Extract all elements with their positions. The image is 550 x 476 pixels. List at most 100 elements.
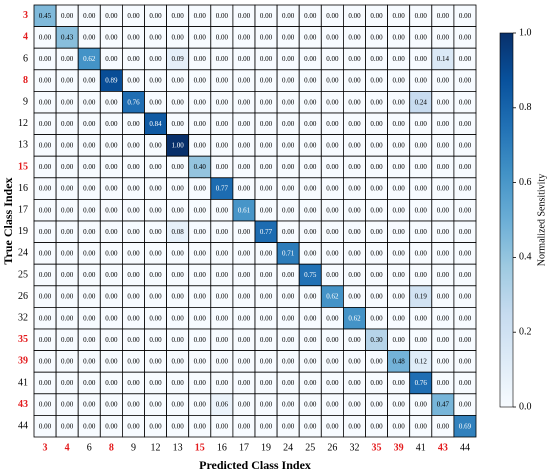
cell-label: 0.00	[172, 293, 185, 301]
cell-label: 0.00	[260, 250, 273, 258]
cell-label: 0.40	[194, 163, 207, 171]
cell-label: 0.00	[172, 120, 185, 128]
cell-label: 0.00	[39, 358, 52, 366]
cell-label: 0.00	[149, 77, 162, 85]
cell-label: 0.77	[216, 185, 229, 193]
cell-label: 0.00	[172, 77, 185, 85]
cell-label: 0.00	[304, 401, 317, 409]
cell-label: 0.00	[393, 120, 406, 128]
y-tick-label: 39	[18, 356, 28, 367]
cell-label: 0.00	[370, 142, 383, 150]
cell-label: 0.00	[370, 358, 383, 366]
cell-label: 0.00	[415, 206, 428, 214]
cell-label: 0.00	[61, 142, 74, 150]
cell-label: 0.00	[39, 379, 52, 387]
cell-label: 0.00	[105, 163, 118, 171]
cell-label: 0.00	[127, 163, 140, 171]
cell-label: 0.00	[39, 314, 52, 322]
cell-label: 0.00	[304, 358, 317, 366]
cell-label: 0.00	[370, 185, 383, 193]
cell-label: 0.00	[194, 142, 207, 150]
cell-label: 0.00	[326, 250, 339, 258]
cell-label: 0.00	[326, 163, 339, 171]
cell-label: 0.00	[393, 77, 406, 85]
cell-label: 0.00	[149, 379, 162, 387]
cell-label: 0.00	[415, 163, 428, 171]
y-tick-label: 15	[18, 161, 28, 172]
cell-label: 0.00	[459, 120, 472, 128]
cell-label: 0.00	[127, 401, 140, 409]
cell-label: 0.00	[127, 120, 140, 128]
cell-label: 0.00	[216, 77, 229, 85]
cell-label: 0.00	[61, 401, 74, 409]
cell-label: 0.00	[149, 401, 162, 409]
x-tick-label: 24	[283, 442, 293, 453]
cell-label: 0.00	[127, 293, 140, 301]
cell-label: 0.00	[105, 422, 118, 430]
cell-label: 0.00	[127, 422, 140, 430]
cell-label: 0.00	[238, 163, 251, 171]
cell-label: 0.00	[216, 55, 229, 63]
cell-label: 0.00	[127, 185, 140, 193]
cell-label: 0.00	[260, 379, 273, 387]
cell-label: 0.00	[83, 12, 96, 20]
cell-label: 0.00	[216, 163, 229, 171]
x-tick-label: 25	[305, 442, 315, 453]
cell-label: 0.00	[304, 163, 317, 171]
cell-label: 0.00	[127, 77, 140, 85]
cell-label: 0.00	[415, 34, 428, 42]
y-tick-label: 9	[23, 96, 28, 107]
cell-label: 0.00	[83, 206, 96, 214]
cell-label: 0.00	[172, 358, 185, 366]
cell-label: 0.00	[39, 55, 52, 63]
cell-label: 0.00	[459, 358, 472, 366]
cell-label: 0.00	[260, 77, 273, 85]
cell-label: 0.61	[238, 206, 251, 214]
cell-label: 0.00	[127, 55, 140, 63]
cell-label: 0.00	[216, 34, 229, 42]
cell-label: 0.00	[437, 228, 450, 236]
cell-label: 0.00	[127, 34, 140, 42]
y-tick-label: 41	[18, 377, 28, 388]
cell-label: 0.00	[326, 379, 339, 387]
cell-label: 0.00	[459, 185, 472, 193]
cell-label: 0.00	[393, 55, 406, 63]
cell-label: 0.00	[282, 314, 295, 322]
cell-label: 0.00	[238, 271, 251, 279]
cell-label: 0.00	[149, 55, 162, 63]
cell-label: 0.00	[238, 358, 251, 366]
cell-label: 0.00	[437, 271, 450, 279]
cell-label: 0.00	[39, 163, 52, 171]
cell-label: 0.00	[194, 336, 207, 344]
cell-label: 0.00	[326, 206, 339, 214]
cell-label: 0.19	[415, 293, 428, 301]
cell-label: 0.00	[459, 142, 472, 150]
cell-label: 0.00	[238, 142, 251, 150]
cell-label: 0.00	[260, 271, 273, 279]
y-tick-label: 43	[18, 399, 28, 410]
x-tick-label: 32	[349, 442, 359, 453]
cell-label: 0.00	[61, 77, 74, 85]
cell-label: 0.00	[304, 206, 317, 214]
cell-label: 0.00	[459, 12, 472, 20]
cell-label: 0.00	[216, 336, 229, 344]
cell-label: 0.00	[83, 314, 96, 322]
y-tick-label: 25	[18, 269, 28, 280]
cell-label: 0.00	[127, 379, 140, 387]
x-tick-label: 6	[87, 442, 92, 453]
cell-label: 0.00	[415, 250, 428, 258]
cell-label: 0.00	[260, 422, 273, 430]
cell-label: 0.00	[39, 336, 52, 344]
cell-label: 0.00	[172, 314, 185, 322]
cell-label: 0.00	[393, 422, 406, 430]
cell-label: 0.00	[326, 228, 339, 236]
cell-label: 0.00	[326, 401, 339, 409]
y-tick-label: 26	[18, 291, 28, 302]
y-axis-title: True Class Index	[1, 177, 15, 264]
cell-label: 0.00	[172, 422, 185, 430]
cell-label: 0.00	[238, 120, 251, 128]
cell-label: 0.00	[393, 185, 406, 193]
cell-label: 0.00	[61, 358, 74, 366]
cell-label: 0.00	[326, 98, 339, 106]
